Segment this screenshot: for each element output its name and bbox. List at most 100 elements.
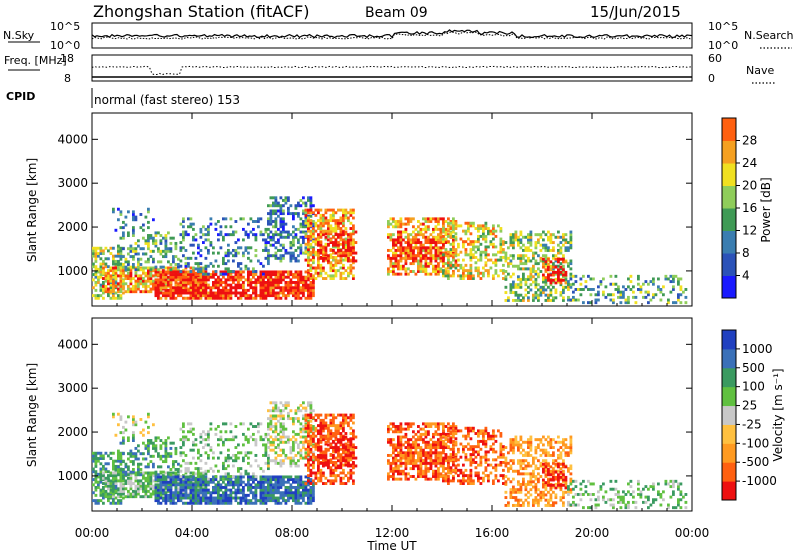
power-cell [402, 222, 405, 226]
power-cell [192, 251, 195, 255]
power-cell [544, 288, 548, 292]
power-cell [304, 288, 308, 292]
power-cell [529, 275, 533, 279]
power-cell [399, 251, 403, 255]
power-cell [404, 246, 408, 250]
power-cell [424, 217, 428, 221]
power-cell [264, 296, 268, 300]
velocity-cell [309, 426, 313, 430]
power-cell [397, 220, 400, 223]
power-cell [274, 230, 278, 234]
power-cell [119, 269, 123, 273]
power-cell [299, 296, 303, 300]
power-cell [314, 237, 318, 241]
power-cell [319, 221, 323, 225]
velocity-cell [299, 427, 303, 431]
power-cell [142, 271, 145, 275]
velocity-cell [224, 496, 228, 500]
power-cell [149, 277, 153, 280]
power-cell [137, 260, 140, 264]
power-cell [574, 298, 578, 302]
power-cell [519, 280, 523, 284]
power-cell [647, 290, 650, 294]
power-cell [347, 246, 350, 250]
velocity-cell [294, 491, 298, 495]
velocity-cell [282, 478, 285, 482]
power-cell [209, 288, 213, 292]
power-cell [217, 288, 220, 292]
power-cell [344, 255, 348, 259]
velocity-cell [189, 475, 193, 478]
power-cell [332, 216, 335, 220]
velocity-cell [259, 501, 263, 505]
velocity-cell [259, 435, 263, 439]
velocity-cell [119, 441, 123, 445]
velocity-cell [282, 491, 285, 495]
power-cell [549, 293, 553, 297]
velocity-cell [269, 475, 273, 479]
power-cell [469, 258, 473, 262]
power-cell [502, 277, 505, 280]
velocity-cell [94, 493, 98, 497]
power-cell [112, 287, 115, 291]
power-cell [147, 269, 150, 273]
power-cell [507, 262, 510, 266]
velocity-cell [192, 501, 195, 505]
power-cell [522, 254, 525, 258]
velocity-cell [137, 457, 140, 461]
velocity-cell [179, 464, 183, 468]
power-cell [307, 219, 310, 223]
power-cell [282, 217, 285, 221]
power-cell [184, 256, 188, 260]
velocity-cell [144, 471, 148, 475]
velocity-cell [172, 441, 175, 445]
power-cell [487, 245, 490, 249]
velocity-cell [209, 480, 213, 484]
power-cell [557, 278, 560, 282]
power-cell [279, 273, 283, 277]
power-cell [309, 245, 313, 249]
velocity-cell [287, 417, 290, 421]
power-cell [262, 238, 265, 242]
power-cell [534, 293, 538, 297]
velocity-cell [199, 488, 203, 492]
power-cell [352, 261, 355, 265]
power-cell [462, 242, 465, 246]
velocity-cell [102, 471, 105, 475]
power-cell [242, 275, 245, 279]
power-cell [232, 230, 235, 234]
power-cell [344, 258, 348, 262]
power-cell [144, 239, 148, 243]
velocity-cell [142, 489, 145, 493]
power-cell [339, 235, 343, 239]
power-cell [149, 268, 153, 272]
power-cell [624, 298, 628, 302]
power-cell [479, 227, 483, 230]
power-cell [317, 243, 320, 247]
power-cell [149, 290, 153, 294]
power-cell [499, 269, 503, 273]
velocity-cell [267, 480, 270, 484]
power-cell [119, 249, 123, 253]
power-cell [544, 298, 548, 302]
power-cell [542, 246, 545, 250]
power-cell [112, 296, 115, 300]
power-cell [547, 265, 550, 269]
power-cell [119, 226, 123, 230]
power-cell [512, 291, 515, 295]
velocity-cell [147, 474, 150, 478]
velocity-cell [317, 468, 320, 472]
power-cell [234, 275, 238, 279]
power-cell [247, 296, 250, 300]
velocity-cell [264, 491, 268, 495]
power-cell [429, 233, 433, 237]
velocity-cell [214, 501, 218, 505]
velocity-cell [277, 446, 280, 450]
power-cell [309, 211, 313, 215]
power-cell [122, 274, 125, 278]
power-cell [452, 227, 455, 230]
power-cell [552, 265, 555, 269]
power-cell [164, 241, 168, 245]
velocity-cell [254, 485, 258, 489]
